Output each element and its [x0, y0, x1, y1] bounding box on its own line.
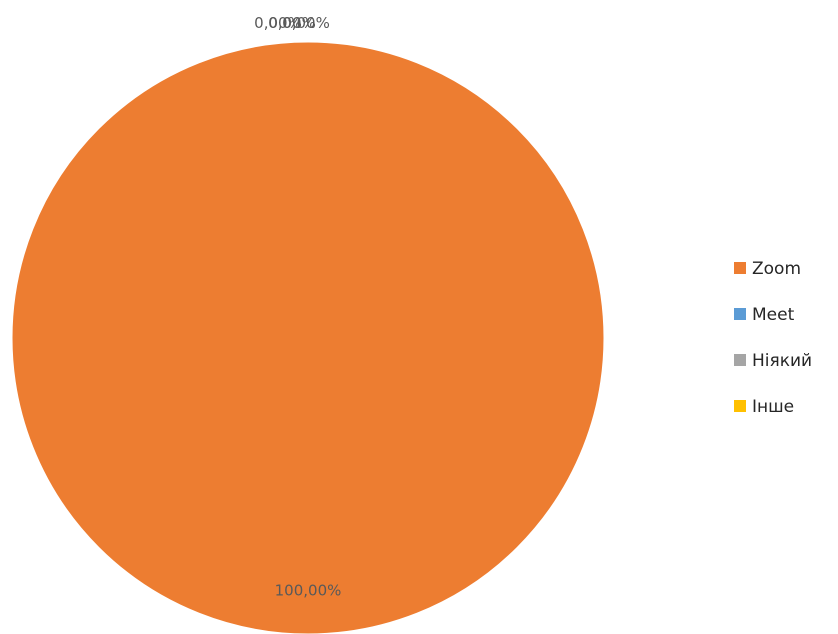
- legend-item-zoom: Zoom: [734, 259, 801, 279]
- pie-slices: [11, 41, 605, 634]
- legend-label: Zoom: [752, 259, 801, 279]
- legend-swatch: [734, 354, 746, 366]
- pie-slice-zoom: [11, 41, 605, 634]
- data-label-zoom: 100,00%: [275, 582, 342, 600]
- legend-label: Ніякий: [752, 351, 812, 371]
- data-label-meet: 0,00%: [254, 14, 302, 32]
- legend-label: Інше: [752, 397, 794, 417]
- data-label-ніякий: 0,00%: [268, 14, 316, 32]
- legend-swatch: [734, 308, 746, 320]
- legend-swatch: [734, 262, 746, 274]
- legend: Zoom Meet Ніякий Інше: [734, 259, 812, 417]
- legend-item-інше: Інше: [734, 397, 794, 417]
- legend-item-ніякий: Ніякий: [734, 351, 812, 371]
- data-labels: 100,00% 0,00%0,00%0,00%: [254, 14, 341, 600]
- legend-label: Meet: [752, 305, 795, 325]
- legend-item-meet: Meet: [734, 305, 795, 325]
- legend-swatch: [734, 400, 746, 412]
- data-label-інше: 0,00%: [282, 14, 330, 32]
